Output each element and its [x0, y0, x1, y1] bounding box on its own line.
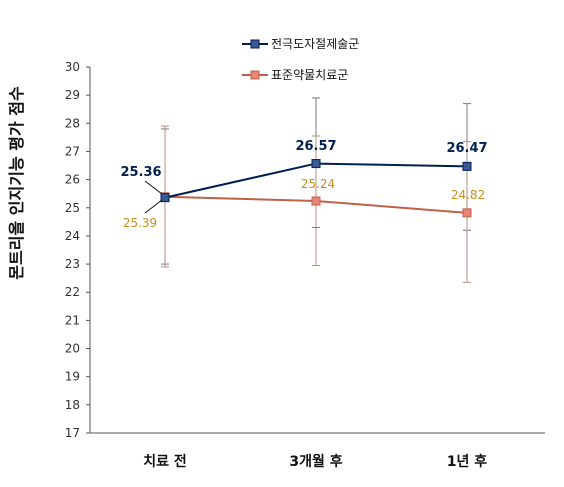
- y-tick-label: 19: [65, 370, 80, 384]
- y-tick-label: 26: [65, 173, 80, 187]
- y-tick-label: 21: [65, 313, 80, 327]
- y-tick-label: 27: [65, 144, 80, 158]
- legend-label: 표준약물치료군: [271, 67, 348, 82]
- y-tick-label: 23: [65, 257, 80, 271]
- leader-line: [144, 180, 163, 195]
- y-tick-label: 25: [65, 201, 80, 215]
- y-tick-label: 22: [65, 285, 80, 299]
- data-label: 25.36: [120, 165, 161, 180]
- data-label: 25.39: [123, 216, 157, 230]
- x-tick-label: 치료 전: [143, 453, 187, 470]
- data-label: 26.57: [295, 139, 336, 154]
- data-point: [160, 193, 170, 203]
- legend-marker: [250, 70, 260, 80]
- y-tick-label: 29: [65, 88, 80, 102]
- legend-marker: [250, 39, 260, 49]
- data-point: [311, 196, 321, 206]
- x-tick-label: 3개월 후: [289, 453, 342, 470]
- y-tick-label: 24: [65, 229, 80, 243]
- y-tick-label: 28: [65, 116, 80, 130]
- legend-label: 전극도자절제술군: [271, 37, 359, 51]
- y-tick-label: 20: [65, 342, 80, 356]
- y-axis: 17 18 19 20 21 22 23 24 25 26 27 28 29 30: [65, 60, 91, 440]
- data-point: [462, 161, 472, 171]
- y-tick-label: 18: [65, 398, 80, 412]
- data-label: 25.24: [301, 177, 335, 191]
- y-tick-label: 30: [65, 60, 80, 74]
- series-container: 25.36 26.57 26.47 25.39 25.24 24.82: [120, 97, 488, 283]
- x-tick-label: 1년 후: [447, 454, 487, 470]
- data-point: [462, 208, 472, 218]
- y-tick-label: 17: [65, 426, 80, 440]
- data-label: 26.47: [446, 141, 487, 156]
- data-point: [311, 159, 321, 169]
- leader-line: [144, 199, 163, 214]
- x-axis: 치료 전 3개월 후 1년 후: [90, 432, 545, 470]
- y-axis-label: 몬트리올 인지기능 평가 점수: [7, 86, 26, 280]
- data-label: 24.82: [451, 188, 485, 202]
